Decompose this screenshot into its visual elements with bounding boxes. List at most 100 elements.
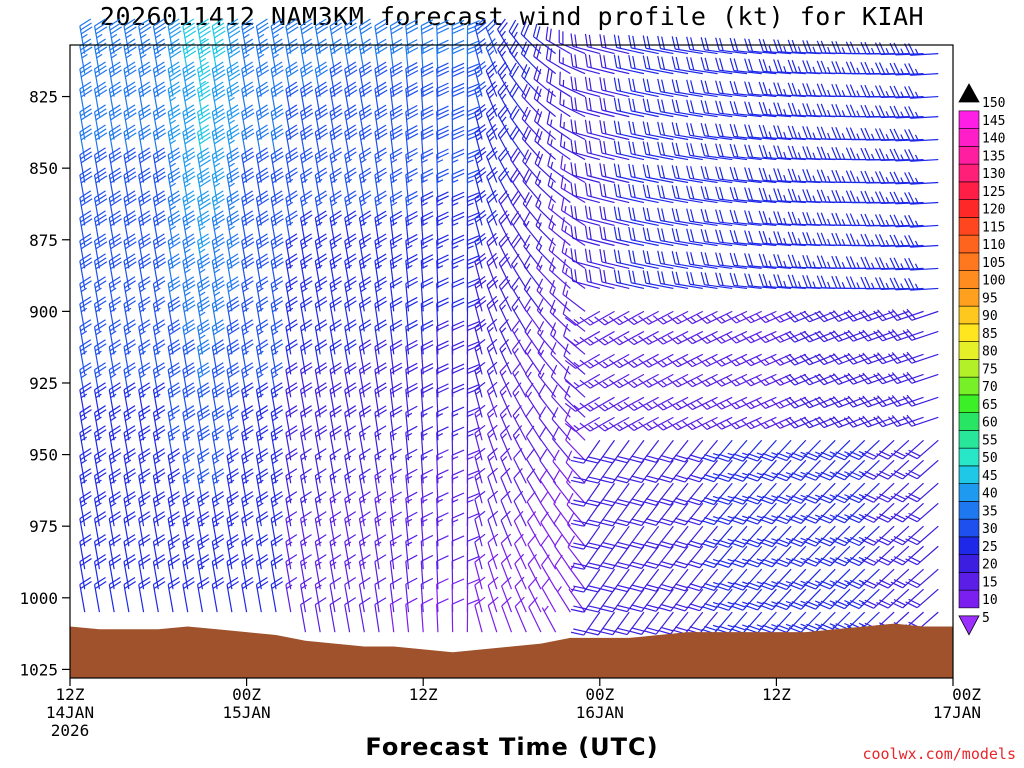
- barb-staff: [182, 154, 189, 183]
- barb-staff: [93, 111, 101, 140]
- barb-full: [599, 588, 613, 593]
- barb-staff: [196, 88, 204, 117]
- barb-full: [94, 253, 106, 262]
- barb-full: [300, 468, 312, 477]
- barb-staff: [241, 88, 248, 117]
- barb-full: [316, 132, 328, 141]
- barb-full: [153, 515, 166, 524]
- barb-half: [125, 350, 132, 356]
- barb-staff: [616, 218, 645, 227]
- barb-full: [300, 429, 313, 438]
- barb-half: [500, 327, 507, 333]
- barb-full: [227, 85, 239, 94]
- barb-full: [643, 564, 657, 569]
- wind-barb: [525, 405, 542, 441]
- barb-full: [316, 155, 328, 164]
- barb-staff: [93, 346, 101, 375]
- wind-barb: [420, 125, 434, 160]
- barb-staff: [270, 197, 277, 226]
- barb-staff: [123, 111, 130, 140]
- barb-full: [500, 236, 510, 248]
- wind-barb: [226, 319, 240, 355]
- barb-half: [360, 158, 367, 164]
- barb-staff: [270, 369, 277, 398]
- wind-barb: [79, 468, 92, 504]
- wind-barb: [152, 534, 166, 570]
- barb-full: [167, 534, 180, 543]
- barb-staff: [241, 217, 248, 246]
- barb-full: [153, 491, 165, 500]
- wind-barb: [314, 339, 328, 375]
- barb-half: [632, 403, 638, 410]
- wind-barb: [167, 38, 182, 74]
- barb-full: [197, 405, 209, 414]
- barb-half: [199, 291, 206, 297]
- wind-barb: [138, 425, 151, 461]
- barb-full: [241, 534, 254, 543]
- wind-barb: [420, 383, 434, 418]
- barb-half: [80, 436, 88, 442]
- wind-barb: [108, 147, 122, 183]
- barb-full: [631, 627, 645, 632]
- barb-half: [228, 182, 235, 188]
- barb-staff: [182, 541, 189, 570]
- wind-barb: [486, 275, 499, 312]
- barb-staff: [285, 240, 292, 269]
- barb-staff: [79, 561, 86, 590]
- wind-barb: [167, 81, 181, 117]
- barb-full: [138, 61, 150, 70]
- barb-staff: [226, 111, 233, 140]
- barb-half: [527, 371, 532, 378]
- barb-full: [80, 85, 92, 94]
- barb-full: [211, 491, 224, 500]
- wind-barb: [241, 448, 254, 484]
- barb-half: [359, 498, 366, 504]
- barb-full: [314, 362, 327, 371]
- barb-full: [585, 631, 599, 636]
- wind-barb: [138, 468, 151, 504]
- wind-barb: [329, 319, 343, 355]
- barb-staff: [314, 154, 321, 183]
- barb-full: [198, 327, 211, 336]
- barb-staff: [79, 346, 86, 375]
- barb-half: [111, 33, 118, 39]
- barb-full: [125, 241, 137, 250]
- barb-full: [256, 151, 269, 160]
- barb-staff: [123, 197, 130, 226]
- barb-full: [329, 253, 342, 262]
- barb-full: [539, 448, 548, 461]
- barb-staff: [539, 459, 557, 484]
- barb-full: [227, 538, 239, 547]
- barb-full: [646, 79, 651, 93]
- barb-staff: [108, 260, 115, 289]
- barb-full: [138, 296, 150, 305]
- barb-staff: [226, 369, 233, 398]
- barb-full: [167, 167, 180, 176]
- barb-full: [211, 511, 224, 520]
- wind-barb: [211, 61, 226, 97]
- wind-barb: [514, 596, 527, 633]
- barb-staff: [645, 47, 674, 55]
- barb-full: [153, 61, 165, 70]
- wind-barb: [270, 210, 284, 246]
- barb-full: [270, 468, 283, 477]
- barb-full: [616, 498, 630, 504]
- barb-full: [599, 54, 603, 68]
- barb-staff: [572, 280, 600, 290]
- barb-full: [314, 81, 327, 90]
- barb-half: [617, 318, 624, 324]
- barb-full: [198, 175, 211, 184]
- barb-half: [360, 201, 367, 207]
- barb-full: [198, 155, 211, 164]
- wind-barb: [314, 319, 328, 355]
- wind-barb: [551, 426, 571, 461]
- barb-staff: [241, 240, 248, 269]
- barb-staff: [572, 131, 600, 141]
- wind-barb: [554, 586, 571, 613]
- barb-half: [242, 287, 249, 293]
- barb-staff: [601, 175, 630, 184]
- wind-barb: [300, 448, 312, 484]
- barb-half: [488, 412, 495, 419]
- wind-barb: [182, 167, 196, 203]
